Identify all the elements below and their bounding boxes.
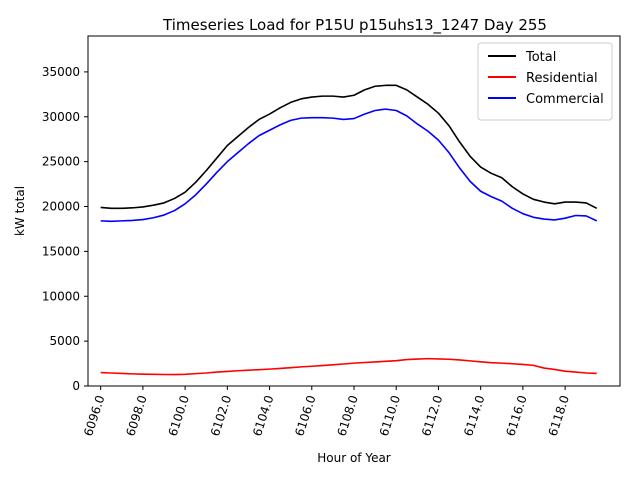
series-layer bbox=[100, 84, 598, 376]
legend-box bbox=[477, 42, 613, 121]
y-axis-ticks: 0 5000 10000 15000 20000 25000 30000 35000 bbox=[42, 65, 88, 393]
x-tick-label: 6116.0 bbox=[503, 394, 529, 438]
x-tick-label: 6114.0 bbox=[461, 394, 487, 438]
x-tick-label: 6100.0 bbox=[166, 394, 192, 438]
y-tick-label: 10000 bbox=[42, 289, 80, 303]
legend-label-residential: Residential bbox=[526, 71, 598, 86]
x-tick-label: 6112.0 bbox=[419, 394, 445, 438]
x-tick-label: 6102.0 bbox=[208, 394, 234, 438]
x-axis-label: Hour of Year bbox=[317, 451, 391, 465]
x-tick-label: 6110.0 bbox=[377, 394, 403, 438]
legend: Total Residential Commercial bbox=[477, 42, 613, 121]
legend-label-total: Total bbox=[525, 50, 556, 65]
series-line-residential bbox=[100, 357, 597, 376]
x-axis-ticks: 6096.0 6098.0 6100.0 6102.0 6104.0 6106.0 6108… bbox=[81, 386, 572, 438]
y-tick-label: 30000 bbox=[42, 110, 80, 124]
y-tick-label: 15000 bbox=[42, 244, 80, 258]
y-tick-label: 0 bbox=[72, 379, 80, 393]
legend-label-commercial: Commercial bbox=[526, 92, 604, 107]
y-tick-label: 35000 bbox=[42, 65, 80, 79]
y-axis-label: kW total bbox=[13, 186, 27, 236]
x-tick-label: 6118.0 bbox=[546, 394, 572, 438]
x-tick-label: 6106.0 bbox=[292, 394, 318, 438]
y-tick-label: 20000 bbox=[42, 200, 80, 214]
series-line-commercial bbox=[100, 108, 598, 223]
chart-title: Timeseries Load for P15U p15uhs13_1247 D… bbox=[162, 16, 547, 35]
y-tick-label: 25000 bbox=[42, 155, 80, 169]
x-tick-label: 6096.0 bbox=[81, 394, 107, 438]
x-tick-label: 6108.0 bbox=[335, 394, 361, 438]
y-tick-label: 5000 bbox=[49, 334, 80, 348]
x-tick-label: 6098.0 bbox=[123, 394, 149, 438]
series-line-total bbox=[100, 84, 598, 210]
x-tick-label: 6104.0 bbox=[250, 394, 276, 438]
